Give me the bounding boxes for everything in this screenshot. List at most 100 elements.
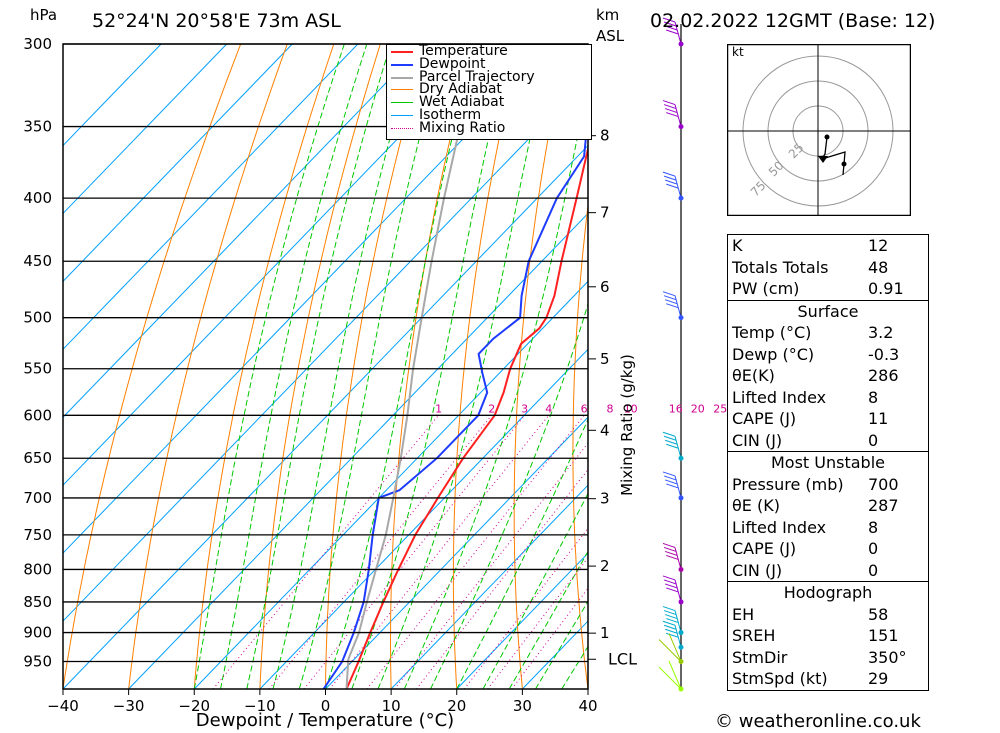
isotherm-line <box>259 348 588 689</box>
x-tick-label: 20 <box>447 697 466 715</box>
pressure-tick-label: 800 <box>23 560 52 578</box>
legend-wet-adiabat: Wet Adiabat <box>387 95 591 109</box>
wind-barb <box>662 575 682 603</box>
surface-row: Temp (°C) 3.2 <box>732 323 894 342</box>
dry-adiabat-line <box>685 44 719 689</box>
mixing-ratio-label: 1 <box>435 402 442 415</box>
wind-barb <box>662 620 682 648</box>
pressure-tick-label: 600 <box>23 406 52 424</box>
wet-adiabat-line <box>272 44 417 689</box>
wet-adiabat-line <box>351 44 512 689</box>
most-unstable-row: Pressure (mb) 700 <box>732 474 899 494</box>
mixing-ratio-line <box>303 414 525 689</box>
km-tick-label: 2 <box>600 557 610 575</box>
pressure-tick-label: 650 <box>23 449 52 467</box>
parcel-trajectory-line <box>345 44 481 689</box>
x-tick-label: −30 <box>113 697 145 715</box>
surface-title: Surface <box>728 299 928 323</box>
isotherm-line <box>63 44 490 486</box>
isotherm-line <box>128 212 588 689</box>
legend-isotherm: Isotherm <box>387 108 591 122</box>
legend-dewpoint: Dewpoint <box>387 57 591 71</box>
most-unstable-title: Most Unstable <box>728 451 928 474</box>
km-tick-label: 7 <box>600 204 610 222</box>
surface-row: Dewp (°C) -0.3 <box>732 344 900 364</box>
location-title: 52°24'N 20°58'E 73m ASL <box>92 10 341 32</box>
mixing-ratio-label: 8 <box>607 402 614 415</box>
km-tick-label: 3 <box>600 490 610 508</box>
pressure-tick-label: 450 <box>23 252 52 270</box>
km-tick-label: 1 <box>600 624 610 642</box>
hodograph-table-title: Hodograph <box>728 581 928 604</box>
dry-adiabat-line <box>513 44 567 689</box>
legend-parcel: Parcel Trajectory <box>387 70 591 84</box>
wind-barb <box>662 431 682 459</box>
most-unstable-row: CAPE (J) 0 <box>732 539 879 558</box>
most-unstable-row: θE (K) 287 <box>732 496 899 515</box>
mixing-ratio-label: 6 <box>581 402 588 415</box>
surface-row: Lifted Index 8 <box>732 387 879 407</box>
dry-adiabat-line <box>985 44 1000 689</box>
wet-adiabat-line <box>193 44 345 689</box>
mixing-ratio-label: 4 <box>545 402 552 415</box>
km-tick-label: 4 <box>600 421 610 439</box>
km-tick-label: 6 <box>600 278 610 296</box>
hodograph-point <box>841 161 847 167</box>
mixing-ratio-line <box>394 442 588 689</box>
wind-barb <box>662 606 682 633</box>
mixing-ratio-label: 2 <box>488 402 495 415</box>
dry-adiabat-line <box>938 44 1000 689</box>
isotherm-line <box>63 144 588 689</box>
isotherm-line <box>63 76 588 622</box>
pressure-tick-label: 900 <box>23 624 52 642</box>
date-title: 02.02.2022 12GMT (Base: 12) <box>650 10 936 32</box>
pressure-tick-label: 400 <box>23 189 52 207</box>
wind-barb <box>662 471 682 499</box>
legend-mixing-ratio: Mixing Ratio <box>387 121 591 135</box>
index-row: PW (cm) 0.91 <box>732 279 904 298</box>
legend-dry-adiabat: Dry Adiabat <box>387 82 591 96</box>
most-unstable-row: Lifted Index 8 <box>732 517 879 537</box>
chart-legend: Temperature Dewpoint Parcel Trajectory D… <box>386 44 592 140</box>
wet-adiabat-line <box>482 492 588 689</box>
y2-axis-label: Mixing Ratio (g/kg) <box>618 354 636 496</box>
hodograph-row: EH 58 <box>732 604 889 624</box>
isotherm-line <box>193 280 588 689</box>
pressure-tick-label: 300 <box>23 35 52 53</box>
surface-row: CIN (J) 0 <box>732 430 879 450</box>
wet-adiabat-line <box>220 44 368 689</box>
dry-adiabat-line <box>325 44 428 689</box>
index-row: K 12 <box>732 236 889 255</box>
isotherm-line <box>456 552 588 689</box>
mixing-ratio-line <box>511 587 588 689</box>
pressure-tick-label: 500 <box>23 309 52 327</box>
x-tick-label: −10 <box>244 697 276 715</box>
mixing-ratio-label: 25 <box>713 402 727 415</box>
credit-link[interactable]: © weatheronline.co.uk <box>715 711 921 732</box>
isotherm-line <box>63 44 293 283</box>
lcl-label: LCL <box>608 649 637 668</box>
temperature-line <box>345 144 588 689</box>
mixing-ratio-label: 10 <box>624 402 638 415</box>
wind-barb <box>662 542 682 570</box>
km-unit-label: km <box>596 6 620 24</box>
wind-barb <box>662 100 682 127</box>
most-unstable-row: CIN (J) 0 <box>732 560 879 580</box>
hodograph-point <box>824 134 830 140</box>
mixing-ratio-label: 3 <box>521 402 528 415</box>
isotherm-line <box>63 44 228 215</box>
wind-barb <box>662 171 682 199</box>
x-tick-label: 40 <box>578 697 597 715</box>
wind-barb <box>662 291 682 318</box>
pressure-tick-label: 950 <box>23 653 52 671</box>
x-tick-label: −20 <box>178 697 210 715</box>
wind-barb <box>658 633 682 662</box>
asl-unit-label: ASL <box>596 27 625 45</box>
hodograph: kt 25 50 75 <box>727 44 911 216</box>
storm-motion-marker <box>818 156 828 163</box>
mixing-ratio-label: 20 <box>691 402 705 415</box>
indices-table: K 12 Totals Totals 48 PW (cm) 0.91 Surface … <box>727 234 929 691</box>
pressure-tick-label: 750 <box>23 526 52 544</box>
pressure-tick-label: 700 <box>23 489 52 507</box>
